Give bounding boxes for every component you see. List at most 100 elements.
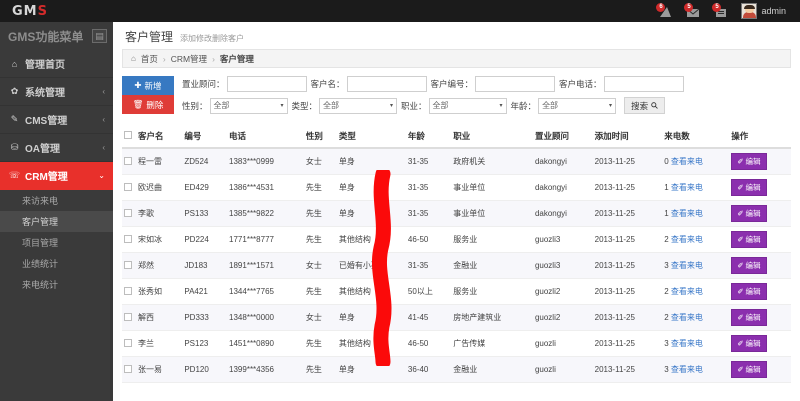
cell-phone: 1451***0890 — [227, 330, 304, 357]
table-row[interactable]: 郑然 JD183 1891***1571 女士 已婚有小孩 31-35 金融业 guozli3… — [122, 252, 791, 279]
sidebar-subitem-customers[interactable]: 客户管理 — [0, 211, 113, 232]
customer-name-input[interactable] — [346, 76, 427, 92]
cell-gender: 女士 — [303, 148, 337, 175]
view-calls-link[interactable]: 查看来电 — [670, 261, 703, 270]
customer-phone-input[interactable] — [603, 76, 684, 92]
cell-name[interactable]: 张一易 — [136, 356, 183, 383]
gender-select[interactable]: 全部 ▾ — [209, 97, 288, 114]
sidebar-item-oa[interactable]: ⛁ OA管理 ‹ — [0, 134, 113, 162]
view-calls-link[interactable]: 查看来电 — [670, 209, 703, 218]
edit-button-label: 编辑 — [745, 287, 761, 296]
filter-consultant: 置业顾问： — [182, 76, 307, 92]
mail-icon[interactable]: 5 — [684, 3, 700, 18]
cell-name[interactable]: 张秀如 — [136, 278, 183, 305]
cell-type: 其他结构 — [336, 278, 406, 305]
edit-button[interactable]: ✐ 编辑 — [731, 179, 767, 196]
sidebar-item-system[interactable]: ✿ 系统管理 ‹ — [0, 78, 113, 106]
select-all-checkbox[interactable] — [124, 131, 132, 139]
breadcrumb-item-home[interactable]: 首页 — [140, 53, 158, 64]
search-button[interactable]: 搜索 — [624, 97, 666, 114]
cell-age: 46-50 — [405, 226, 452, 253]
user-menu[interactable]: admin — [741, 3, 792, 19]
header-job[interactable]: 职业 — [451, 125, 533, 149]
cell-name[interactable]: 宋如冰 — [136, 226, 183, 253]
row-checkbox[interactable] — [124, 156, 132, 165]
cell-name[interactable]: 郑然 — [136, 252, 183, 279]
row-checkbox[interactable] — [124, 234, 132, 243]
logo[interactable]: GMS — [0, 0, 113, 22]
sidebar-item-dashboard[interactable]: ⌂ 管理首页 — [0, 50, 113, 78]
row-checkbox[interactable] — [124, 286, 132, 295]
add-button[interactable]: ✚ 新增 — [122, 76, 174, 95]
view-calls-link[interactable]: 查看来电 — [670, 287, 703, 296]
cell-name[interactable]: 欧迟曲 — [136, 174, 183, 201]
row-checkbox[interactable] — [124, 312, 132, 321]
header-call-count[interactable]: 来电数 — [662, 125, 730, 149]
edit-button-label: 编辑 — [745, 261, 761, 270]
avatar — [741, 3, 758, 19]
cell-age: 31-35 — [405, 200, 452, 227]
sidebar-item-crm[interactable]: ☏ CRM管理 ⌄ — [0, 162, 119, 190]
edit-button[interactable]: ✐ 编辑 — [731, 283, 767, 300]
sidebar-toggle-icon[interactable]: ▤ — [92, 29, 107, 43]
edit-button[interactable]: ✐ 编辑 — [731, 361, 767, 378]
row-checkbox[interactable] — [124, 260, 132, 269]
edit-button[interactable]: ✐ 编辑 — [731, 335, 767, 352]
sidebar-subitem-visits[interactable]: 来访来电 — [22, 196, 59, 206]
header-consultant[interactable]: 置业顾问 — [532, 125, 593, 149]
table-row[interactable]: 李歌 PS133 1385***9822 先生 单身 31-35 事业单位 dakongyi 2… — [122, 200, 791, 227]
logo-text-main: GM — [12, 3, 38, 19]
view-calls-link[interactable]: 查看来电 — [670, 365, 703, 374]
header-code[interactable]: 编号 — [182, 125, 228, 149]
consultant-input[interactable] — [226, 76, 307, 92]
cell-name[interactable]: 李歌 — [136, 200, 183, 227]
table-row[interactable]: 李兰 PS123 1451***0890 先生 其他结构 46-50 广告传媒 guozli 2… — [122, 330, 791, 357]
header-age[interactable]: 年龄 — [405, 125, 452, 149]
header-phone[interactable]: 电话 — [227, 125, 304, 149]
row-checkbox[interactable] — [124, 182, 132, 191]
task-icon[interactable]: 5 — [712, 3, 728, 18]
sidebar-subitem-call-stats[interactable]: 来电统计 — [22, 280, 59, 290]
view-calls-link[interactable]: 查看来电 — [670, 313, 703, 322]
age-select[interactable]: 全部 ▾ — [538, 97, 617, 114]
delete-button[interactable]: 🗑 删除 — [122, 95, 174, 114]
home-icon: ⌂ — [131, 54, 136, 63]
breadcrumb-item-crm[interactable]: CRM管理 — [170, 53, 208, 64]
table-row[interactable]: 张秀如 PA421 1344***7765 先生 其他结构 50以上 服务业 guozli2 2… — [122, 278, 791, 305]
cell-age: 36-40 — [405, 356, 452, 383]
table-row[interactable]: 解西 PD333 1348***0000 女士 单身 41-45 房地产建筑业 guozli2… — [122, 304, 791, 331]
view-calls-link[interactable]: 查看来电 — [670, 183, 703, 192]
header-type[interactable]: 类型 — [336, 125, 406, 149]
table-row[interactable]: 宋如冰 PD224 1771***8777 先生 其他结构 46-50 服务业 guozli3… — [122, 226, 791, 253]
home-icon: ⌂ — [11, 58, 18, 69]
header-name[interactable]: 客户名 — [136, 125, 183, 149]
table-row[interactable]: 欧迟曲 ED429 1386***4531 先生 单身 31-35 事业单位 dakongyi… — [122, 174, 791, 201]
cell-name[interactable]: 程一雷 — [136, 148, 183, 175]
header-gender[interactable]: 性别 — [303, 125, 337, 149]
row-checkbox[interactable] — [124, 364, 132, 373]
header-added-time[interactable]: 添加时间 — [592, 125, 663, 149]
edit-button[interactable]: ✐ 编辑 — [731, 231, 767, 248]
edit-button[interactable]: ✐ 编辑 — [731, 257, 767, 274]
cell-phone: 1386***4531 — [227, 174, 304, 201]
sidebar-item-cms[interactable]: ✎ CMS管理 ‹ — [0, 106, 113, 134]
sidebar-subitem-projects[interactable]: 项目管理 — [22, 238, 59, 248]
customer-code-input[interactable] — [475, 76, 556, 92]
edit-button[interactable]: ✐ 编辑 — [731, 309, 767, 326]
edit-button[interactable]: ✐ 编辑 — [731, 153, 767, 170]
table-row[interactable]: 程一雷 ZD524 1383***0999 女士 单身 31-35 政府机关 dakongyi… — [122, 148, 791, 175]
job-select[interactable]: 全部 ▾ — [428, 97, 507, 114]
view-calls-link[interactable]: 查看来电 — [670, 157, 703, 166]
sidebar-subitem-performance[interactable]: 业绩统计 — [22, 259, 59, 269]
table-row[interactable]: 张一易 PD120 1399***4356 先生 单身 36-40 金融业 guozli 201… — [122, 356, 791, 383]
alert-icon[interactable]: 6 — [656, 3, 672, 18]
row-checkbox[interactable] — [124, 338, 132, 347]
view-calls-link[interactable]: 查看来电 — [670, 339, 703, 348]
row-checkbox[interactable] — [124, 208, 132, 217]
view-calls-link[interactable]: 查看来电 — [670, 235, 703, 244]
edit-button[interactable]: ✐ 编辑 — [731, 205, 767, 222]
cell-name[interactable]: 李兰 — [136, 330, 183, 357]
type-select[interactable]: 全部 ▾ — [319, 97, 398, 114]
cell-name[interactable]: 解西 — [136, 304, 183, 331]
filter-age: 年龄： 全部 ▾ — [511, 97, 617, 114]
